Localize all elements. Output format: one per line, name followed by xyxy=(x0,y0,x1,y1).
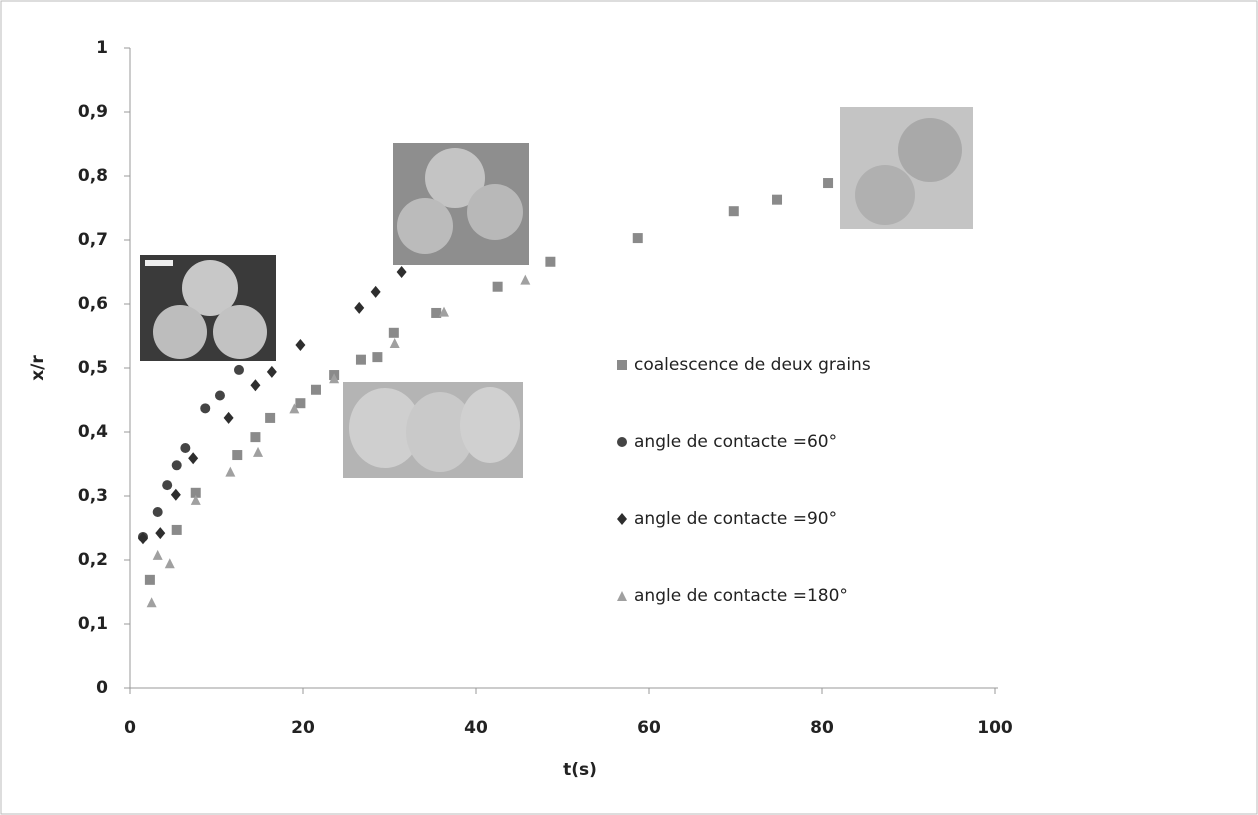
x-axis-title: t(s) xyxy=(563,760,597,780)
point xyxy=(180,443,191,453)
point xyxy=(396,266,407,278)
point xyxy=(146,597,157,608)
point xyxy=(152,507,163,517)
legend-marker xyxy=(617,513,627,525)
legend-label: coalescence de deux grains xyxy=(634,355,871,375)
point xyxy=(188,452,199,465)
point xyxy=(171,460,182,471)
point xyxy=(355,354,366,365)
y-tick-label: 0,4 xyxy=(78,422,108,442)
y-tick-label: 0,8 xyxy=(78,166,108,186)
point xyxy=(155,527,166,540)
x-tick-label: 100 xyxy=(977,718,1013,738)
point xyxy=(164,558,175,569)
point xyxy=(310,384,321,395)
legend-marker xyxy=(617,437,627,447)
legend-marker xyxy=(617,360,627,370)
point xyxy=(225,466,236,477)
legend-label: angle de contacte =90° xyxy=(634,509,837,529)
y-tick-label: 0,2 xyxy=(78,550,108,570)
y-tick-label: 1 xyxy=(96,38,108,58)
point xyxy=(152,549,163,560)
point xyxy=(372,352,383,363)
point xyxy=(728,206,739,217)
point xyxy=(545,256,556,267)
photo-1 xyxy=(140,255,276,361)
legend-marker xyxy=(617,591,627,601)
point xyxy=(772,194,783,205)
point xyxy=(389,338,400,349)
point xyxy=(431,307,442,318)
x-tick-label: 0 xyxy=(124,718,136,738)
point xyxy=(354,301,365,314)
point xyxy=(250,432,261,443)
point xyxy=(266,365,277,378)
point xyxy=(632,233,643,244)
x-tick-label: 80 xyxy=(810,718,834,738)
y-axis-title: x/r xyxy=(28,355,48,381)
y-tick-label: 0,6 xyxy=(78,294,108,314)
point xyxy=(823,178,834,189)
y-tick-label: 0,3 xyxy=(78,486,108,506)
y-tick-label: 0,9 xyxy=(78,102,108,122)
legend-label: angle de contacte =180° xyxy=(634,586,848,606)
point xyxy=(232,450,243,461)
point xyxy=(253,446,264,457)
photo-2 xyxy=(393,143,529,265)
point xyxy=(223,411,234,424)
point xyxy=(137,532,148,545)
point xyxy=(144,574,155,585)
point xyxy=(492,281,503,292)
point xyxy=(295,398,306,409)
point xyxy=(170,488,181,501)
y-tick-label: 0,1 xyxy=(78,614,108,634)
point xyxy=(250,379,261,392)
point xyxy=(329,373,340,384)
x-tick-label: 40 xyxy=(464,718,488,738)
point xyxy=(214,390,225,401)
point xyxy=(200,403,211,414)
y-tick-label: 0,5 xyxy=(78,358,108,378)
point xyxy=(370,285,381,298)
point xyxy=(162,480,173,491)
legend-label: angle de contacte =60° xyxy=(634,432,837,452)
photo-3 xyxy=(343,382,523,478)
point xyxy=(265,412,276,423)
point xyxy=(190,494,201,505)
point xyxy=(295,338,306,351)
point xyxy=(190,487,201,498)
photo-4 xyxy=(840,107,973,229)
point xyxy=(388,327,399,338)
point xyxy=(233,364,244,375)
point xyxy=(289,403,300,414)
y-tick-label: 0,7 xyxy=(78,230,108,250)
point xyxy=(438,306,449,317)
x-tick-label: 20 xyxy=(291,718,315,738)
point xyxy=(520,274,531,285)
y-tick-label: 0 xyxy=(96,678,108,698)
x-tick-label: 60 xyxy=(637,718,661,738)
point xyxy=(171,524,182,535)
